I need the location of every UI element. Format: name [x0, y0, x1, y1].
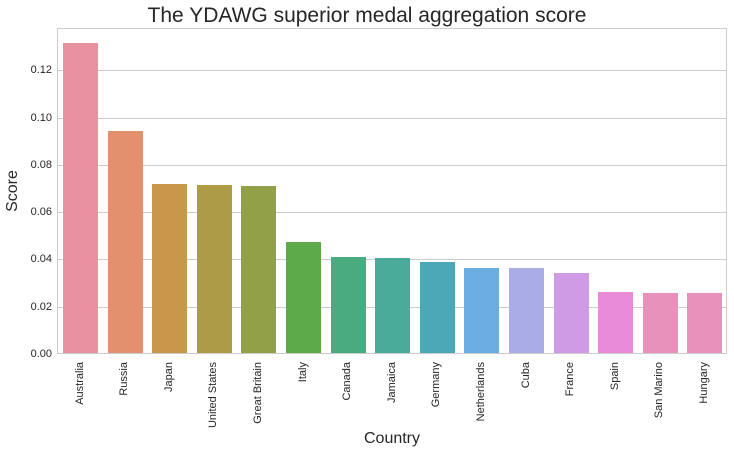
bar-united-states [196, 185, 232, 353]
chart-title: The YDAWG superior medal aggregation sco… [147, 4, 587, 27]
bar-italy [286, 241, 321, 353]
x-tick-label: Russia [118, 362, 131, 396]
y-tick-label: 0.00 [30, 348, 52, 360]
bar-japan [152, 183, 188, 353]
x-tick-label: Jamaica [385, 362, 398, 403]
gridline [58, 164, 726, 166]
x-tick-label: Netherlands [474, 362, 487, 422]
y-tick-label: 0.02 [30, 300, 52, 313]
x-tick-label: Canada [341, 362, 354, 401]
x-tick-label: United States [207, 362, 220, 429]
x-tick-label: Great Britain [251, 362, 264, 424]
x-tick-label: Germany [430, 362, 443, 408]
x-tick-label: Hungary [697, 362, 710, 404]
y-tick-label: 0.04 [30, 253, 52, 266]
y-tick-label: 0.06 [30, 206, 52, 219]
bar-jamaica [375, 257, 411, 353]
gridline [58, 212, 726, 214]
y-tick-label: 0.10 [30, 111, 52, 124]
plot-area [57, 28, 727, 354]
bar-russia [107, 130, 143, 353]
x-tick-label: Cuba [519, 362, 532, 389]
y-tick-label: 0.08 [30, 158, 52, 171]
bar-spain [598, 291, 634, 353]
bar-great-britain [241, 185, 277, 353]
x-tick-label: France [564, 362, 577, 397]
x-tick-label: San Marino [653, 362, 666, 419]
bar-hungary [687, 292, 723, 353]
bar-australia [63, 43, 98, 353]
bar-germany [419, 261, 455, 353]
gridline [58, 117, 726, 119]
x-tick-label: Italy [296, 362, 309, 383]
bar-netherlands [464, 267, 500, 353]
bar-canada [330, 256, 366, 353]
x-tick-label: Spain [608, 362, 621, 391]
x-axis-label: Country [363, 430, 421, 447]
bar-cuba [509, 268, 544, 353]
bar-san-marino [642, 292, 678, 353]
x-tick-label: Japan [162, 362, 175, 392]
x-tick-label: Australia [73, 362, 86, 405]
y-tick-label: 0.12 [30, 64, 52, 77]
bar-france [553, 273, 589, 353]
gridline [58, 70, 726, 72]
